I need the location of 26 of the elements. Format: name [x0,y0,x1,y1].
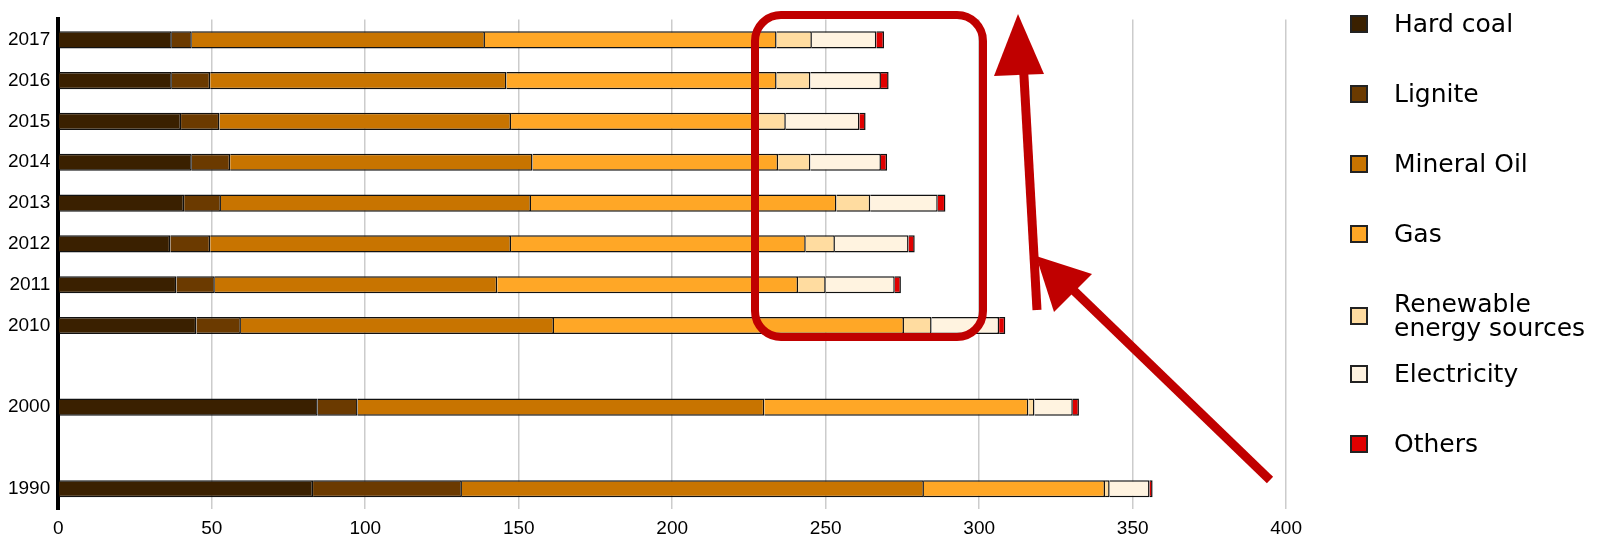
x-tick-label: 350 [1116,516,1149,538]
y-tick-label: 2013 [7,191,51,213]
x-tick-label: 50 [201,516,223,538]
y-tick-label: 2015 [7,109,51,131]
x-tick-label: 100 [349,516,382,538]
legend-label: Others [1394,429,1479,458]
y-tick-label: 2011 [9,272,51,294]
x-tick-label: 250 [809,516,842,538]
x-tick-label: 150 [502,516,535,538]
y-tick-label: 2000 [7,395,51,417]
legend-label: Electricity [1394,359,1520,388]
y-tick-label: 2010 [7,313,51,335]
legend-label: Hard coal [1394,9,1515,38]
legend-label: Mineral Oil [1394,149,1529,178]
x-tick-label: 400 [1270,516,1302,538]
legend-label: Renewable energy sources [1394,289,1587,342]
y-tick-label: 2014 [7,150,51,172]
legend-label: Gas [1394,219,1443,248]
y-tick-label: 1990 [7,477,51,499]
y-tick-label: 2012 [7,232,51,254]
y-tick-label: 2016 [7,68,51,90]
y-tick-label: 2017 [7,28,51,50]
legend-label: Lignite [1394,79,1480,108]
x-tick-label: 300 [963,516,996,538]
x-tick-label: 0 [52,516,64,538]
x-tick-label: 200 [656,516,689,538]
